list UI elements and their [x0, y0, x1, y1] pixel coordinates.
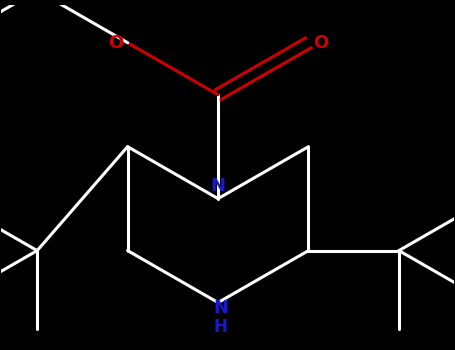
- Text: H: H: [214, 318, 228, 336]
- Text: O: O: [313, 34, 329, 52]
- Text: O: O: [108, 34, 123, 52]
- Text: N: N: [211, 177, 226, 195]
- Text: N: N: [213, 299, 228, 317]
